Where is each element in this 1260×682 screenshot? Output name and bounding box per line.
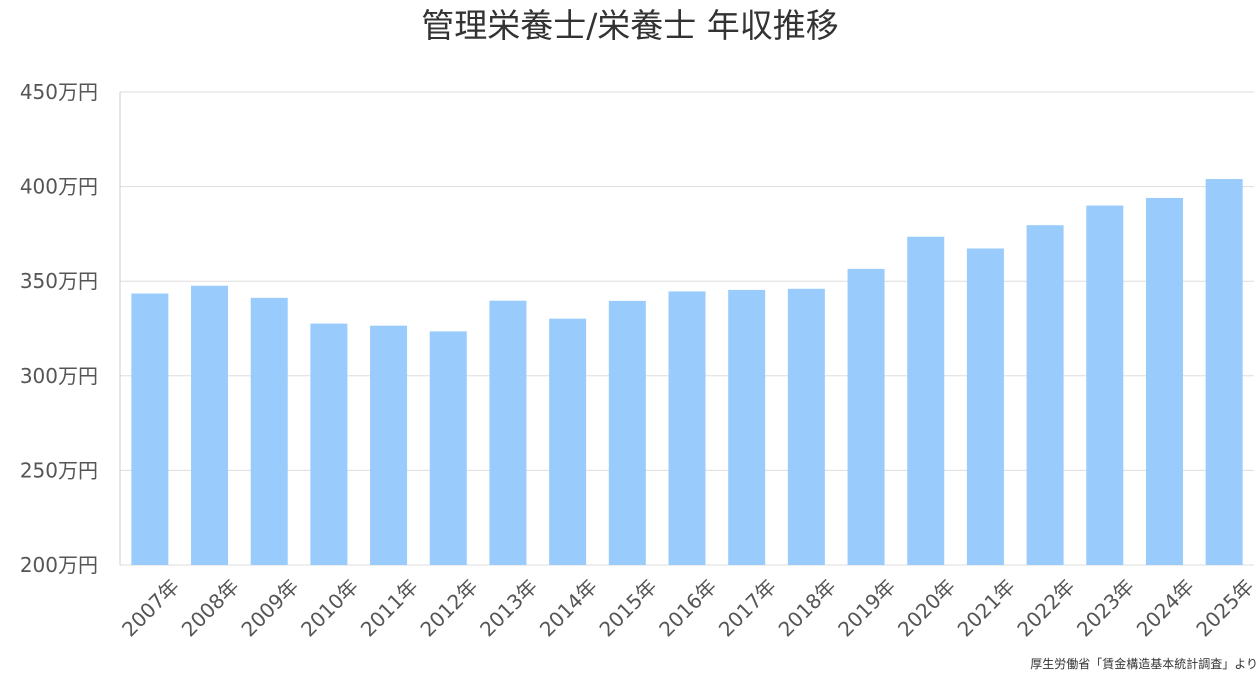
- bar: [131, 293, 169, 565]
- x-tick-label: 2014年: [535, 574, 602, 641]
- x-axis-ticks: 2007年2008年2009年2010年2011年2012年2013年2014年…: [117, 574, 1258, 641]
- bar: [370, 325, 408, 565]
- x-tick-label: 2007年: [117, 574, 184, 641]
- x-tick-label: 2025年: [1191, 574, 1258, 641]
- x-tick-label: 2008年: [177, 574, 244, 641]
- x-tick-label: 2009年: [236, 574, 303, 641]
- bar: [847, 268, 885, 565]
- x-tick-label: 2019年: [833, 574, 900, 641]
- bar: [489, 300, 527, 565]
- x-tick-label: 2022年: [1012, 574, 1079, 641]
- bar: [966, 248, 1004, 566]
- bar: [787, 288, 825, 565]
- y-tick-label: 450万円: [20, 80, 98, 104]
- bar: [608, 300, 646, 565]
- x-tick-label: 2024年: [1132, 574, 1199, 641]
- y-tick-label: 200万円: [20, 553, 98, 577]
- bar: [1026, 225, 1064, 566]
- bars: [131, 179, 1243, 566]
- bar: [907, 236, 945, 565]
- bar: [1086, 205, 1124, 565]
- x-tick-label: 2012年: [415, 574, 482, 641]
- bar: [1205, 179, 1243, 566]
- x-tick-label: 2011年: [356, 574, 423, 641]
- y-tick-label: 400万円: [20, 175, 98, 199]
- bar: [191, 285, 229, 565]
- x-tick-label: 2013年: [475, 574, 542, 641]
- bar: [250, 297, 288, 565]
- x-tick-label: 2017年: [714, 574, 781, 641]
- x-tick-label: 2023年: [1072, 574, 1139, 641]
- y-tick-label: 300万円: [20, 364, 98, 388]
- bar: [549, 318, 587, 565]
- y-tick-label: 350万円: [20, 269, 98, 293]
- bar: [1145, 197, 1183, 565]
- chart-title: 管理栄養士/栄養士 年収推移: [421, 6, 839, 45]
- x-tick-label: 2021年: [953, 574, 1020, 641]
- y-axis-ticks: 200万円 250万円 300万円 350万円 400万円 450万円: [20, 80, 98, 577]
- x-tick-label: 2015年: [594, 574, 661, 641]
- bar: [728, 289, 766, 565]
- x-tick-label: 2020年: [893, 574, 960, 641]
- bar: [429, 331, 467, 565]
- x-tick-label: 2016年: [654, 574, 721, 641]
- x-tick-label: 2010年: [296, 574, 363, 641]
- bar: [668, 291, 706, 565]
- source-note: 厚生労働省「賃金構造基本統計調査」より: [1030, 656, 1258, 671]
- bar: [310, 323, 348, 565]
- x-tick-label: 2018年: [774, 574, 841, 641]
- y-tick-label: 250万円: [20, 458, 98, 482]
